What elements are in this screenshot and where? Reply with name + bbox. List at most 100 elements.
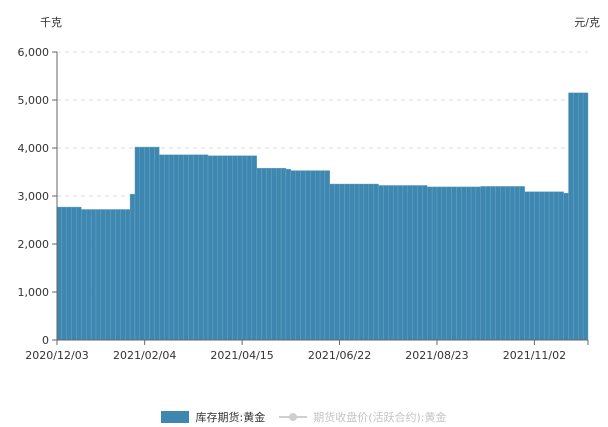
bar[interactable] xyxy=(76,206,82,341)
bar[interactable] xyxy=(212,155,218,341)
bar[interactable] xyxy=(105,209,111,341)
bar[interactable] xyxy=(237,155,243,341)
bar[interactable] xyxy=(271,167,277,341)
bar[interactable] xyxy=(480,186,486,341)
bar[interactable] xyxy=(178,154,184,341)
bar[interactable] xyxy=(144,146,150,341)
bar[interactable] xyxy=(568,92,574,341)
bar[interactable] xyxy=(436,186,443,341)
bar[interactable] xyxy=(500,186,506,341)
bar[interactable] xyxy=(295,170,301,341)
bar[interactable] xyxy=(461,186,467,341)
bar[interactable] xyxy=(422,185,428,341)
bar[interactable] xyxy=(110,209,116,341)
bar[interactable] xyxy=(446,186,452,341)
bar[interactable] xyxy=(305,170,311,341)
bar[interactable] xyxy=(285,168,292,341)
bar[interactable] xyxy=(71,206,77,341)
bar[interactable] xyxy=(417,185,423,341)
bar[interactable] xyxy=(412,185,418,341)
bar[interactable] xyxy=(290,170,296,341)
bar[interactable] xyxy=(431,186,438,341)
bar[interactable] xyxy=(388,185,394,341)
bar[interactable] xyxy=(504,186,511,341)
bar[interactable] xyxy=(485,186,491,341)
bar[interactable] xyxy=(261,167,267,341)
bar[interactable] xyxy=(115,209,121,341)
bar[interactable] xyxy=(159,154,165,341)
bar[interactable] xyxy=(466,186,472,341)
bar[interactable] xyxy=(475,186,482,341)
bar[interactable] xyxy=(198,154,204,341)
bar[interactable] xyxy=(553,191,559,341)
bar[interactable] xyxy=(456,186,462,341)
bar[interactable] xyxy=(509,186,516,341)
bar[interactable] xyxy=(66,206,72,341)
bar[interactable] xyxy=(402,185,408,341)
bar[interactable] xyxy=(339,183,345,341)
bar[interactable] xyxy=(125,209,131,341)
bar[interactable] xyxy=(392,185,399,341)
bar[interactable] xyxy=(276,167,282,341)
bar[interactable] xyxy=(573,92,579,341)
bar[interactable] xyxy=(543,191,550,341)
bar[interactable] xyxy=(310,170,316,341)
bar[interactable] xyxy=(514,186,520,341)
bar[interactable] xyxy=(329,183,335,341)
bar[interactable] xyxy=(490,186,496,341)
bar[interactable] xyxy=(129,193,136,341)
bar[interactable] xyxy=(407,185,413,341)
bar[interactable] xyxy=(90,209,97,341)
bar[interactable] xyxy=(427,186,433,341)
bar[interactable] xyxy=(202,154,209,341)
bar[interactable] xyxy=(56,206,63,341)
bar[interactable] xyxy=(314,170,321,341)
bar[interactable] xyxy=(529,191,535,341)
bar[interactable] xyxy=(134,146,141,341)
bar[interactable] xyxy=(154,146,160,341)
bar[interactable] xyxy=(173,154,179,341)
bar[interactable] xyxy=(534,191,540,341)
bar[interactable] xyxy=(86,209,92,341)
bar[interactable] xyxy=(524,191,530,341)
bar[interactable] xyxy=(441,186,447,341)
bar[interactable] xyxy=(578,92,584,341)
legend-item-close-price[interactable]: 期货收盘价(活跃合约):黄金 xyxy=(279,409,447,425)
bar[interactable] xyxy=(139,146,145,341)
bar[interactable] xyxy=(266,167,272,341)
bar[interactable] xyxy=(363,183,369,341)
bar[interactable] xyxy=(188,154,194,341)
bar[interactable] xyxy=(61,206,67,341)
bar[interactable] xyxy=(232,155,238,341)
bar[interactable] xyxy=(470,186,477,341)
bar[interactable] xyxy=(451,186,457,341)
bar[interactable] xyxy=(582,92,589,341)
bar[interactable] xyxy=(217,155,223,341)
bar[interactable] xyxy=(324,170,331,341)
bar[interactable] xyxy=(397,185,404,341)
bar[interactable] xyxy=(193,154,199,341)
bar[interactable] xyxy=(222,155,228,341)
bar[interactable] xyxy=(373,183,379,341)
bar[interactable] xyxy=(227,155,233,341)
bar[interactable] xyxy=(563,192,569,341)
bar[interactable] xyxy=(349,183,355,341)
legend-item-inventory[interactable]: 库存期货:黄金 xyxy=(161,409,265,425)
bar[interactable] xyxy=(120,209,126,341)
bar[interactable] xyxy=(183,154,189,341)
bar[interactable] xyxy=(149,146,155,341)
bar[interactable] xyxy=(246,155,253,341)
bar[interactable] xyxy=(353,183,360,341)
bar[interactable] xyxy=(519,186,525,341)
bar[interactable] xyxy=(378,185,384,341)
bar[interactable] xyxy=(207,155,214,341)
bar[interactable] xyxy=(251,155,257,341)
bar[interactable] xyxy=(495,186,501,341)
bar[interactable] xyxy=(539,191,545,341)
bar[interactable] xyxy=(344,183,350,341)
bar[interactable] xyxy=(358,183,365,341)
bar[interactable] xyxy=(168,154,175,341)
bar[interactable] xyxy=(558,191,564,341)
bar[interactable] xyxy=(280,167,287,341)
bar[interactable] xyxy=(81,209,87,341)
